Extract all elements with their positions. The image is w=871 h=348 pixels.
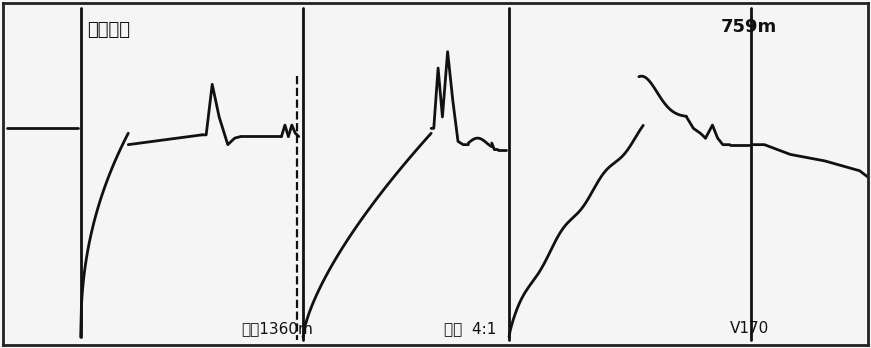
Text: 比例  4:1: 比例 4:1 — [444, 322, 496, 337]
Text: 759m: 759m — [721, 18, 777, 36]
Text: V170: V170 — [730, 322, 769, 337]
Text: 范围1360m: 范围1360m — [240, 322, 313, 337]
Text: 脉冲电流: 脉冲电流 — [88, 22, 131, 40]
